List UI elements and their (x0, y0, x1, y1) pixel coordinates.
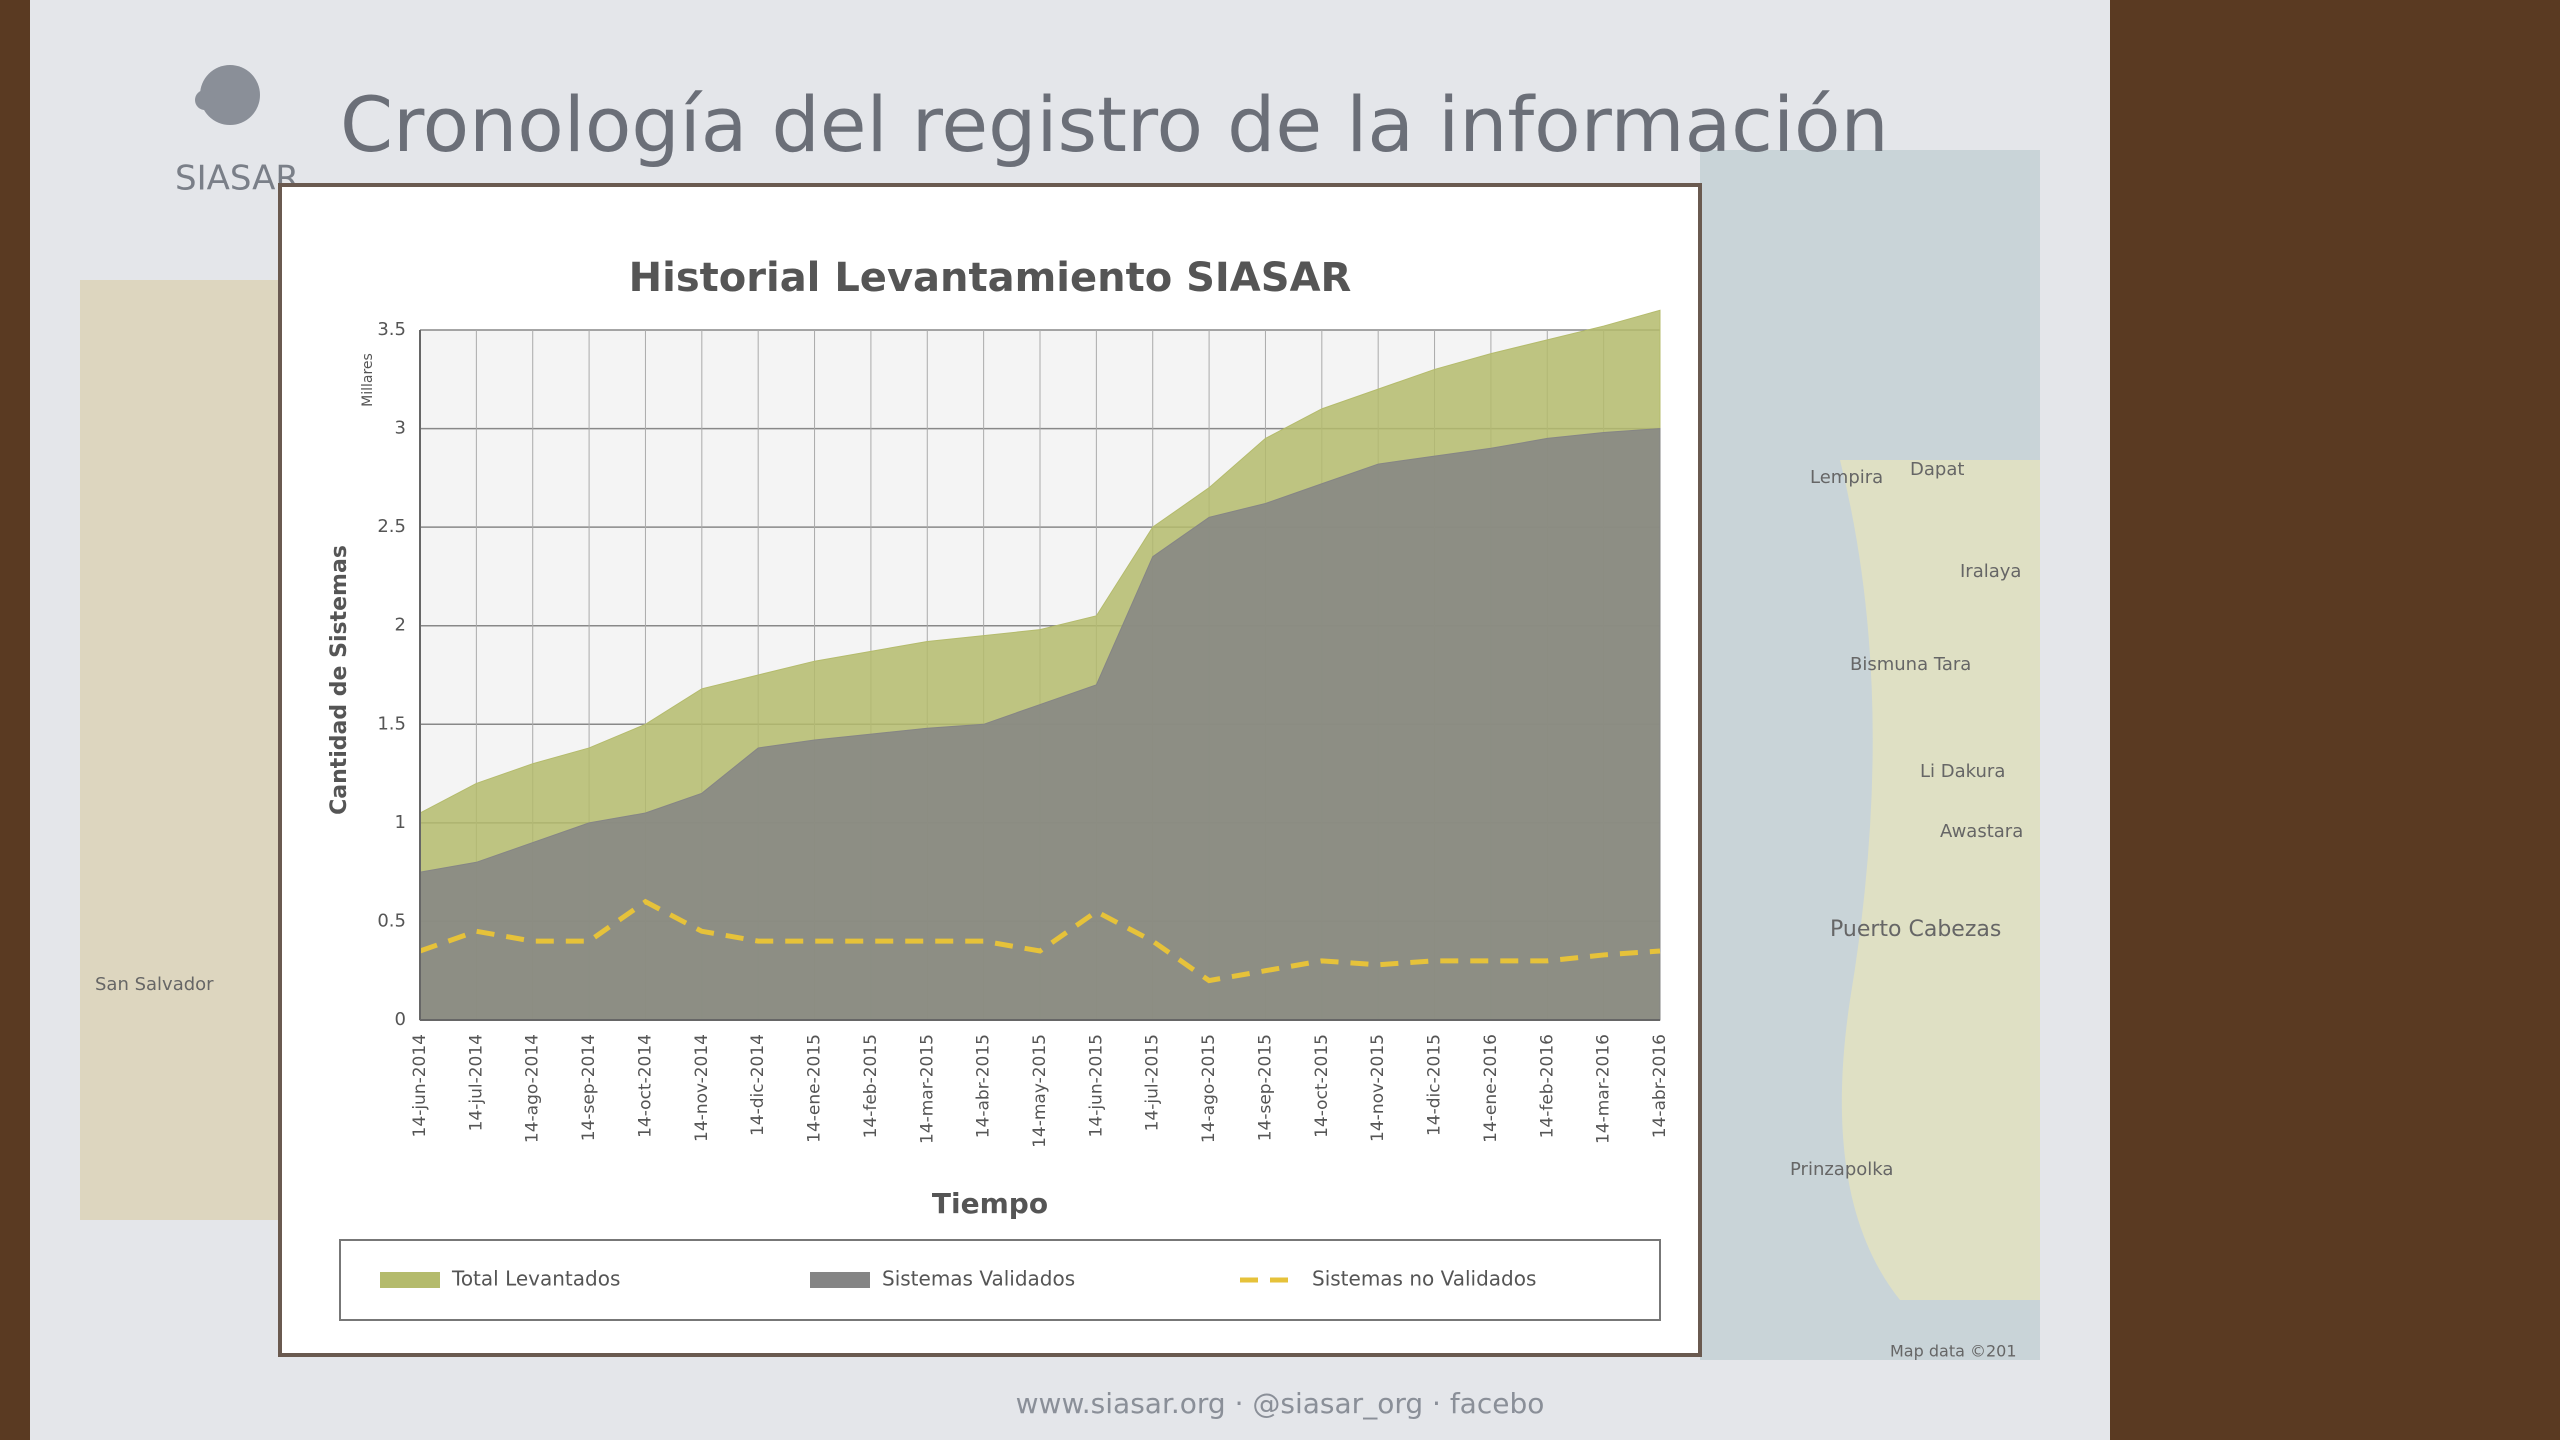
map-label: Iralaya (1960, 561, 2021, 582)
line (419, 898, 1661, 984)
y-tick-label: 3 (395, 418, 406, 439)
x-tick-label: 14-mar-2015 (917, 1034, 937, 1144)
footer: www.siasar.org · @siasar_org · facebo (1016, 1387, 1545, 1420)
x-tick-label: 14-feb-2016 (1537, 1034, 1557, 1138)
x-tick-label: 14-ago-2014 (523, 1034, 543, 1143)
y-tick-label: 0 (395, 1009, 406, 1030)
legend-swatch (810, 1272, 870, 1288)
x-tick-label: 14-abr-2015 (974, 1034, 994, 1138)
y-tick-label: 2 (395, 615, 406, 636)
y-axis-unit: Millares (360, 353, 376, 407)
y-tick-label: 2.5 (377, 516, 406, 537)
map-label: Map data ©201 (1890, 1342, 2017, 1361)
map-label: Dapat (1910, 459, 1964, 480)
chart: Historial Levantamiento SIASAR Tiempo Ca… (278, 183, 1702, 1357)
x-tick-label: 14-jun-2014 (410, 1034, 430, 1137)
y-axis-label: Cantidad de Sistemas (327, 545, 352, 815)
y-tick-label: 1.5 (377, 713, 406, 734)
x-tick-label: 14-jul-2014 (466, 1034, 486, 1131)
x-tick-label: 14-abr-2016 (1650, 1034, 1670, 1138)
map-label: Lempira (1810, 467, 1883, 488)
x-tick-label: 14-oct-2014 (635, 1034, 655, 1138)
x-tick-label: 14-mar-2016 (1594, 1034, 1614, 1144)
x-tick-label: 14-sep-2014 (579, 1034, 599, 1141)
logo-dot (195, 90, 215, 110)
map-label: Awastara (1940, 821, 2023, 842)
x-tick-label: 14-nov-2015 (1368, 1034, 1388, 1142)
slide-title: Cronología del registro de la informació… (340, 80, 1889, 169)
x-tick-label: 14-dic-2014 (748, 1034, 768, 1136)
legend-label: Sistemas Validados (882, 1267, 1075, 1291)
map-label: San Salvador (95, 974, 214, 995)
x-axis-label: Tiempo (932, 1187, 1048, 1220)
map-label: Bismuna Tara (1850, 654, 1971, 675)
logo-drop (200, 65, 260, 125)
chart-title: Historial Levantamiento SIASAR (629, 255, 1352, 301)
y-tick-label: 0.5 (377, 910, 406, 931)
x-tick-label: 14-jun-2015 (1086, 1034, 1106, 1137)
x-tick-label: 14-nov-2014 (692, 1034, 712, 1142)
map-label: Prinzapolka (1790, 1159, 1893, 1180)
legend-label: Sistemas no Validados (1312, 1267, 1536, 1291)
y-tick-label: 1 (395, 812, 406, 833)
map-label: Li Dakura (1920, 761, 2005, 782)
legend-label: Total Levantados (451, 1267, 620, 1291)
map-label: Puerto Cabezas (1830, 917, 2001, 942)
x-tick-label: 14-oct-2015 (1312, 1034, 1332, 1138)
x-tick-label: 14-feb-2015 (861, 1034, 881, 1138)
x-tick-label: 14-may-2015 (1030, 1034, 1050, 1148)
x-tick-label: 14-jul-2015 (1143, 1034, 1163, 1131)
map-land (1840, 460, 2040, 1300)
x-tick-label: 14-ene-2016 (1481, 1034, 1501, 1143)
area (419, 428, 1661, 1021)
y-tick-label: 3.5 (377, 319, 406, 340)
legend-swatch (380, 1272, 440, 1288)
x-tick-label: 14-ago-2015 (1199, 1034, 1219, 1143)
legend-box (339, 1239, 1661, 1321)
x-tick-label: 14-sep-2015 (1255, 1034, 1275, 1141)
x-tick-label: 14-dic-2015 (1425, 1034, 1445, 1136)
x-tick-label: 14-ene-2015 (805, 1034, 825, 1143)
